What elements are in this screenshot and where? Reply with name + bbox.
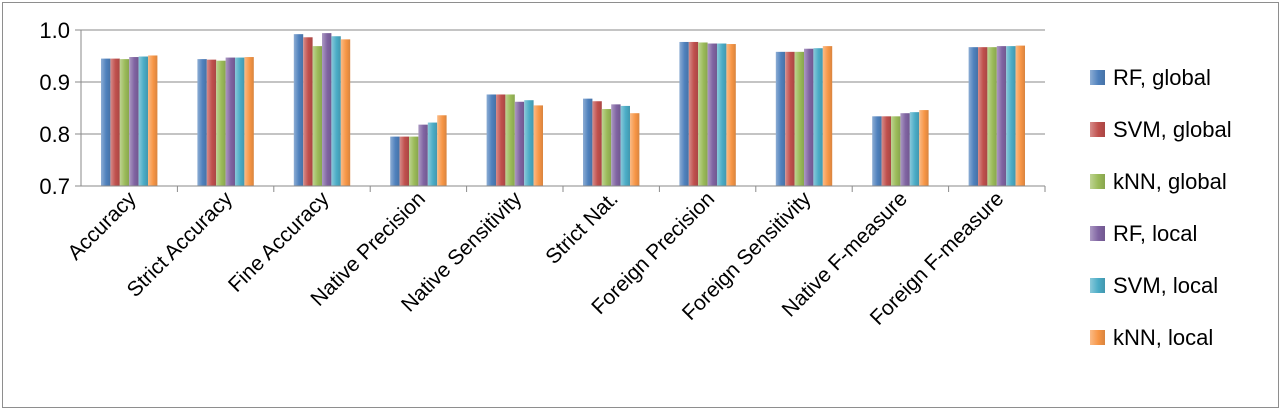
- bar-native-sensitivity-rf-global: [486, 94, 496, 186]
- bar-native-f-measure-knn-global: [891, 116, 901, 186]
- y-tick-labels: 0.7 0.8 0.9 1.0: [39, 18, 70, 199]
- y-tick-label: 0.9: [39, 70, 70, 95]
- bar-native-precision-knn-local: [437, 115, 447, 186]
- legend-swatch-svm-local: [1090, 278, 1105, 293]
- bar-strict-accuracy-svm-global: [206, 59, 217, 186]
- bar-strict-nat-rf-global: [583, 98, 593, 186]
- bar-native-sensitivity-knn-global: [505, 94, 515, 186]
- legend-label-svm-global: SVM, global: [1113, 117, 1232, 142]
- legend-swatch-svm-global: [1090, 122, 1105, 137]
- bar-accuracy-svm-local: [138, 56, 148, 186]
- legend-label-knn-local: kNN, local: [1113, 325, 1213, 350]
- bar-native-precision-rf-local: [418, 124, 428, 186]
- bar-foreign-f-measure-rf-local: [996, 46, 1007, 187]
- legend-label-svm-local: SVM, local: [1113, 273, 1218, 298]
- legend-label-rf-local: RF, local: [1113, 221, 1197, 246]
- bar-native-precision-rf-global: [390, 136, 400, 186]
- bar-native-sensitivity-knn-local: [533, 105, 543, 186]
- bar-foreign-sensitivity-knn-global: [794, 51, 804, 187]
- bar-strict-accuracy-rf-local: [225, 57, 235, 187]
- bar-fine-accuracy-knn-local: [340, 39, 351, 186]
- y-tick-label: 0.7: [39, 174, 70, 199]
- bar-native-f-measure-svm-local: [909, 112, 920, 186]
- bar-accuracy-knn-global: [119, 59, 130, 187]
- bar-strict-nat-knn-global: [601, 109, 612, 186]
- bar-foreign-precision-knn-local: [726, 44, 736, 186]
- bar-strict-nat-svm-local: [620, 105, 630, 186]
- bar-strict-nat-rf-local: [611, 104, 621, 186]
- bar-fine-accuracy-svm-global: [303, 37, 313, 186]
- bar-strict-nat-svm-global: [592, 101, 602, 186]
- bar-accuracy-rf-local: [129, 57, 139, 186]
- bar-native-f-measure-svm-global: [881, 116, 891, 186]
- bar-strict-accuracy-rf-global: [197, 59, 207, 187]
- bar-accuracy-knn-local: [148, 55, 158, 187]
- axes: [75, 29, 1046, 192]
- bar-foreign-sensitivity-knn-local: [822, 46, 833, 187]
- category-label-strict-nat: Strict Nat.: [541, 187, 622, 268]
- bar-foreign-sensitivity-svm-global: [785, 51, 795, 187]
- legend-swatch-rf-local: [1090, 226, 1105, 241]
- bar-fine-accuracy-knn-global: [312, 46, 322, 187]
- bar-foreign-f-measure-rf-global: [968, 47, 978, 186]
- bar-foreign-precision-rf-global: [679, 41, 689, 187]
- category-label-fine-accuracy: Fine Accuracy: [224, 187, 334, 297]
- legend-label-rf-global: RF, global: [1113, 65, 1211, 90]
- bar-strict-nat-knn-local: [630, 113, 640, 186]
- bar-native-sensitivity-svm-global: [496, 94, 506, 186]
- bar-foreign-f-measure-svm-local: [1006, 46, 1016, 187]
- legend: RF, global SVM, global kNN, global RF, loca…: [1090, 65, 1232, 350]
- bar-foreign-f-measure-svm-global: [978, 47, 988, 186]
- bar-foreign-sensitivity-rf-local: [804, 48, 814, 186]
- bar-fine-accuracy-rf-local: [322, 33, 332, 187]
- bar-native-sensitivity-rf-local: [514, 101, 525, 186]
- bar-foreign-sensitivity-svm-local: [813, 48, 823, 187]
- legend-label-knn-global: kNN, global: [1113, 169, 1227, 194]
- category-label-accuracy: Accuracy: [63, 187, 141, 265]
- bar-accuracy-svm-global: [110, 58, 120, 186]
- y-tick-label: 1.0: [39, 18, 70, 43]
- bar-native-precision-svm-global: [399, 136, 409, 186]
- bar-native-precision-knn-global: [409, 136, 419, 186]
- bar-foreign-f-measure-knn-global: [987, 47, 997, 186]
- legend-swatch-rf-global: [1090, 70, 1105, 85]
- bar-native-f-measure-rf-global: [872, 116, 882, 186]
- legend-swatch-knn-global: [1090, 174, 1105, 189]
- bar-foreign-precision-knn-global: [698, 42, 708, 187]
- y-tick-label: 0.8: [39, 122, 70, 147]
- bar-fine-accuracy-rf-global: [293, 34, 304, 186]
- bar-fine-accuracy-svm-local: [331, 36, 341, 186]
- legend-swatch-knn-local: [1090, 330, 1105, 345]
- bar-accuracy-rf-global: [101, 58, 111, 186]
- bars: [101, 33, 1025, 187]
- bar-native-f-measure-rf-local: [900, 113, 910, 186]
- bar-strict-accuracy-svm-local: [235, 57, 245, 187]
- bar-native-sensitivity-svm-local: [524, 100, 534, 186]
- bar-native-precision-svm-local: [427, 122, 438, 186]
- bar-foreign-sensitivity-rf-global: [775, 51, 786, 187]
- bar-native-f-measure-knn-local: [919, 110, 929, 186]
- bar-strict-accuracy-knn-local: [244, 57, 254, 186]
- bar-foreign-f-measure-knn-local: [1015, 45, 1025, 186]
- bar-strict-accuracy-knn-global: [216, 60, 226, 186]
- bar-foreign-precision-rf-local: [707, 43, 717, 186]
- bar-foreign-precision-svm-local: [717, 43, 727, 186]
- bar-foreign-precision-svm-global: [688, 41, 699, 187]
